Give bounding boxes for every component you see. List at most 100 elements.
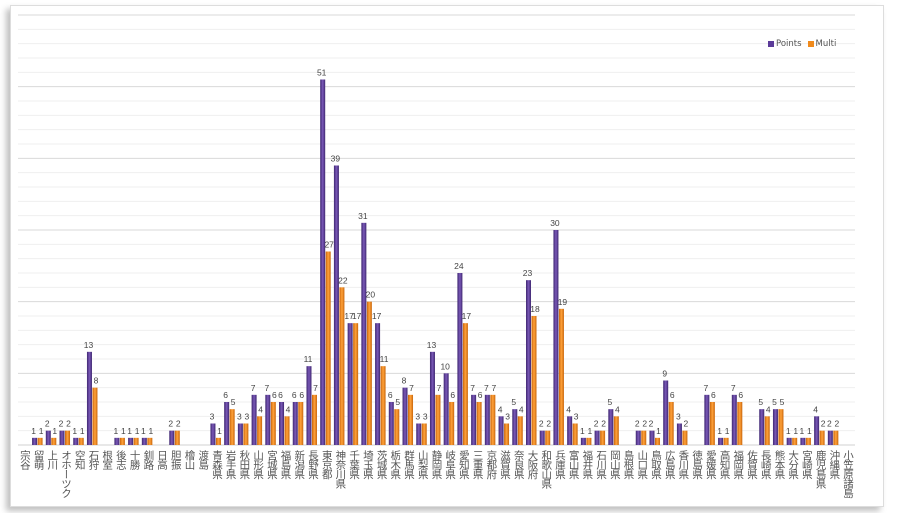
data-label: 27 — [324, 240, 334, 250]
bar-multi — [737, 402, 743, 445]
legend-swatch-multi — [807, 41, 814, 47]
data-label: 1 — [135, 426, 140, 436]
data-label: 1 — [580, 426, 585, 436]
bar-points — [169, 430, 175, 445]
data-label: 1 — [52, 426, 57, 436]
bar-multi — [119, 437, 125, 445]
category-label: 檜山 — [183, 450, 196, 469]
bar-points — [512, 409, 518, 445]
bar-multi — [394, 409, 400, 445]
category-label: 沖縄県 — [828, 450, 841, 479]
bar-points — [539, 430, 545, 445]
data-label: 2 — [539, 419, 544, 429]
bar-points — [786, 437, 792, 445]
bar-points — [443, 373, 449, 445]
bar-multi — [654, 437, 660, 445]
category-label: 宮崎県 — [800, 450, 813, 479]
bar-multi — [215, 437, 221, 445]
category-label: 広島県 — [663, 450, 676, 479]
data-label: 2 — [45, 419, 50, 429]
category-label: 香川県 — [677, 450, 690, 479]
data-label: 17 — [344, 311, 354, 321]
bar-multi — [92, 387, 98, 445]
category-label: 十勝 — [128, 450, 141, 469]
category-label: 群馬県 — [403, 450, 416, 479]
category-label: 空知 — [73, 450, 86, 469]
bar-multi — [490, 394, 496, 445]
data-label: 6 — [299, 390, 304, 400]
data-label: 13 — [427, 340, 437, 350]
data-label: 6 — [388, 390, 393, 400]
bar-multi — [243, 423, 249, 445]
bar-points — [800, 437, 806, 445]
category-label: 新潟県 — [293, 450, 306, 479]
data-label: 4 — [615, 404, 620, 414]
bar-multi — [792, 437, 798, 445]
bar-multi — [270, 402, 276, 445]
category-label: 長野県 — [306, 450, 319, 479]
data-label: 4 — [498, 404, 503, 414]
category-label: 日高 — [156, 450, 169, 469]
bar-multi — [833, 430, 839, 445]
bar-multi — [462, 323, 468, 445]
bar-multi — [778, 409, 784, 445]
data-label: 7 — [313, 383, 318, 393]
data-label: 5 — [758, 397, 763, 407]
data-label: 6 — [450, 390, 455, 400]
category-label: 兵庫県 — [553, 450, 566, 479]
data-label: 1 — [800, 426, 805, 436]
data-label: 1 — [121, 426, 126, 436]
data-label: 3 — [574, 412, 579, 422]
data-label: 5 — [780, 397, 785, 407]
bar-multi — [51, 437, 57, 445]
bar-points — [676, 423, 682, 445]
data-label: 11 — [304, 354, 313, 364]
bar-points — [32, 437, 38, 445]
legend-label-multi: Multi — [815, 39, 837, 49]
data-label: 7 — [470, 383, 475, 393]
bar-points — [59, 430, 65, 445]
category-label: 高知県 — [718, 450, 731, 479]
bar-points — [772, 409, 778, 445]
bar-points — [649, 430, 655, 445]
data-label: 11 — [380, 354, 389, 364]
data-label: 7 — [491, 383, 496, 393]
data-label: 7 — [703, 383, 708, 393]
data-label: 5 — [395, 397, 400, 407]
bar-points — [718, 437, 724, 445]
data-label: 1 — [114, 426, 119, 436]
category-label: 鹿児島県 — [814, 450, 827, 488]
bar-multi — [325, 251, 331, 445]
data-label: 7 — [484, 383, 489, 393]
bar-multi — [723, 437, 729, 445]
category-label: 富山県 — [567, 450, 580, 479]
data-label: 3 — [237, 412, 242, 422]
bar-multi — [641, 430, 647, 445]
category-label: 青森県 — [210, 450, 223, 479]
bar-points — [814, 416, 820, 445]
data-label: 6 — [292, 390, 297, 400]
bar-points — [553, 230, 559, 445]
category-label: 徳島県 — [691, 450, 704, 479]
bar-points — [594, 430, 600, 445]
data-label: 1 — [141, 426, 146, 436]
data-label: 20 — [366, 290, 376, 300]
data-label: 8 — [402, 376, 407, 386]
category-label: 東京都 — [320, 450, 333, 479]
category-label: 静岡県 — [430, 450, 443, 479]
bar-multi — [366, 301, 372, 445]
legend-label-points: Points — [776, 39, 802, 49]
data-label: 1 — [217, 426, 222, 436]
data-label: 4 — [258, 404, 263, 414]
data-label: 6 — [478, 390, 483, 400]
data-label: 3 — [210, 412, 215, 422]
bar-points — [333, 165, 339, 445]
bar-points — [292, 402, 298, 445]
data-label: 1 — [717, 426, 722, 436]
category-label: 福井県 — [581, 450, 594, 479]
bar-points — [471, 394, 477, 445]
data-label: 3 — [676, 412, 681, 422]
category-label: 胆振 — [169, 450, 182, 469]
bar-points — [210, 423, 216, 445]
category-label: 岩手県 — [224, 450, 237, 479]
